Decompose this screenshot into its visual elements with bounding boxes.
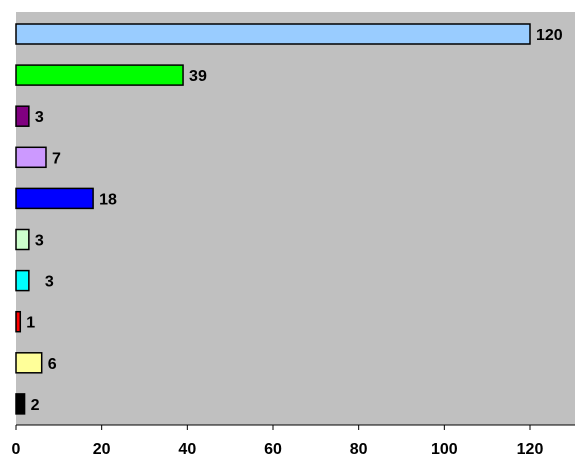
bar-7 xyxy=(15,310,22,333)
bar-value-label-6: 3 xyxy=(45,274,54,291)
x-tick-label-2: 40 xyxy=(178,441,196,458)
x-tick-label-3: 60 xyxy=(264,441,282,458)
bar-value-label-8: 6 xyxy=(48,356,57,373)
bar-value-label-2: 3 xyxy=(35,109,44,126)
bar-2 xyxy=(15,105,30,127)
bar-value-label-4: 18 xyxy=(99,191,117,208)
x-ticks-group: 0 20 40 60 80 100 120 xyxy=(12,425,544,458)
bar-value-label-5: 3 xyxy=(35,233,44,250)
data-labels-group: 120 39 3 7 18 3 3 1 6 2 xyxy=(26,27,563,414)
bar-value-label-7: 1 xyxy=(26,315,35,332)
bar-6 xyxy=(15,269,30,292)
bar-value-label-3: 7 xyxy=(52,150,61,167)
bar-8 xyxy=(15,352,43,374)
bar-3 xyxy=(15,146,47,169)
bar-value-label-0: 120 xyxy=(536,27,563,44)
bar-0 xyxy=(15,23,531,45)
x-tick-label-6: 120 xyxy=(517,441,544,458)
bar-5 xyxy=(15,228,30,251)
bar-9 xyxy=(15,393,26,415)
x-tick-label-4: 80 xyxy=(350,441,368,458)
x-tick-label-1: 20 xyxy=(93,441,111,458)
bar-value-label-1: 39 xyxy=(189,68,207,85)
bar-4 xyxy=(15,187,94,210)
x-tick-label-0: 0 xyxy=(12,441,21,458)
x-tick-label-5: 100 xyxy=(431,441,458,458)
bar-1 xyxy=(15,64,184,86)
bars-group xyxy=(15,23,531,415)
bar-value-label-9: 2 xyxy=(31,397,40,414)
